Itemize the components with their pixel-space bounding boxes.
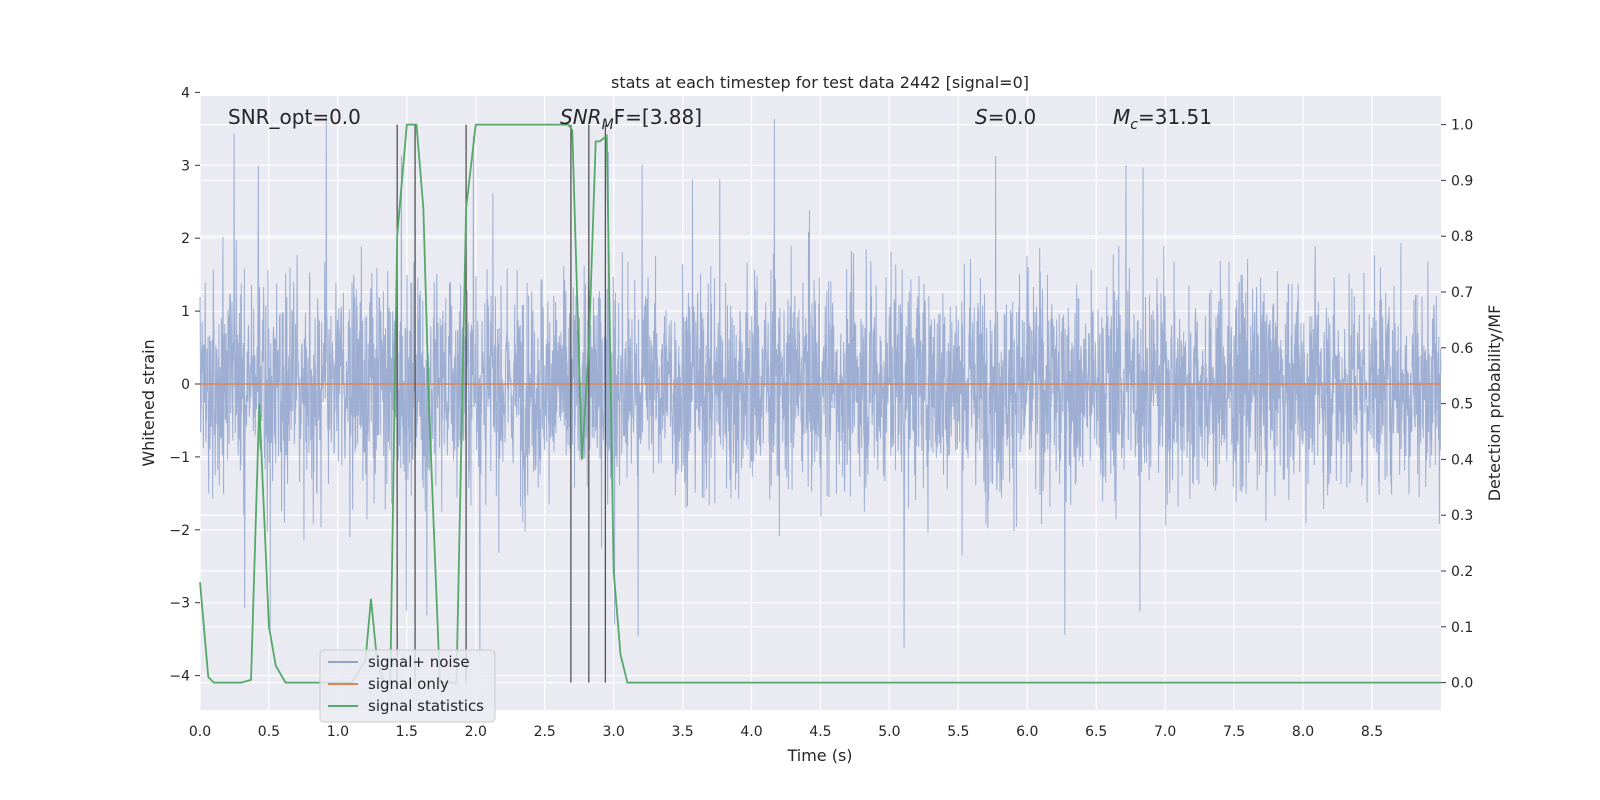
x-tick-label: 7.5 [1223, 724, 1245, 740]
legend-box [319, 649, 496, 723]
y2-tick-label: 0.7 [1451, 285, 1473, 301]
y2-tick-label: 1.0 [1451, 118, 1473, 134]
y-tick-label: 2 [181, 231, 190, 247]
x-tick-label: 4.5 [809, 724, 831, 740]
y2-tick-label: 0.0 [1451, 676, 1473, 692]
legend-label-signal-statistics: signal statistics [368, 697, 484, 715]
x-tick-label: 4.0 [740, 724, 762, 740]
y-tick-label: 3 [181, 158, 190, 174]
x-tick-label: 3.5 [671, 724, 693, 740]
x-tick-label: 5.5 [947, 724, 969, 740]
annotation-snr-mf-sub: M [602, 117, 614, 133]
y2-tick-label: 0.2 [1451, 564, 1473, 580]
y-axis-label: Whitened strain [139, 339, 158, 466]
chart-title: stats at each timestep for test data 244… [611, 73, 1029, 92]
y2-tick-label: 0.3 [1451, 508, 1473, 524]
x-tick-label: 6.0 [1016, 724, 1038, 740]
x-tick-label: 0.5 [258, 724, 280, 740]
x-tick-label: 6.5 [1085, 724, 1107, 740]
annotation-mc-rest: =31.51 [1138, 105, 1212, 129]
x-tick-label: 3.0 [603, 724, 625, 740]
signal-statistics-line [199, 123, 1441, 684]
x-tick-label: 5.0 [878, 724, 900, 740]
y2-tick-label: 0.4 [1451, 452, 1473, 468]
annotation-mc-sub: c [1130, 117, 1138, 133]
y-tick-label: 0 [181, 377, 190, 393]
x-tick-label: 0.0 [189, 724, 211, 740]
y-tick-label: 4 [181, 85, 190, 101]
annotation-snr-mf-rest: F=[3.88] [614, 105, 702, 129]
annotation-snr-mf: SNRMF=[3.88] [560, 105, 702, 133]
ticks: 0.0 0.5 1.0 1.5 2.0 2.5 3.0 3.5 4.0 4.5 5.0 5.5 6.0 6… [169, 85, 1473, 740]
annotation-snr-mf-main: SNR [560, 105, 602, 129]
x-tick-label: 7.0 [1154, 724, 1176, 740]
y2-tick-label: 0.6 [1451, 341, 1473, 357]
annotation-s-main: S [975, 105, 988, 129]
y2-tick-label: 0.1 [1451, 620, 1473, 636]
y2-tick-label: 0.5 [1451, 397, 1473, 413]
y-tick-label: 1 [181, 304, 190, 320]
y-tick-label: −2 [169, 523, 190, 539]
x-tick-label: 1.0 [327, 724, 349, 740]
x-axis-label: Time (s) [786, 746, 852, 765]
series-signal-plus-noise [199, 115, 1442, 653]
y2-tick-label: 0.9 [1451, 173, 1473, 189]
annotation-mc: Mc=31.51 [1113, 105, 1212, 133]
annotation-s: S=0.0 [975, 105, 1036, 129]
x-tick-label: 1.5 [396, 724, 418, 740]
x-tick-label: 8.0 [1292, 724, 1314, 740]
annotation-s-rest: =0.0 [988, 105, 1037, 129]
x-tick-label: 8.5 [1361, 724, 1383, 740]
legend: signal+ noise signal only signal statist… [319, 649, 496, 723]
y-tick-label: −3 [169, 596, 190, 612]
y-tick-label: −1 [169, 450, 190, 466]
x-tick-label: 2.0 [465, 724, 487, 740]
y2-tick-label: 0.8 [1451, 229, 1473, 245]
annotation-snr-opt: SNR_opt=0.0 [228, 105, 361, 129]
y2-axis-label: Detection probability/MF [1485, 305, 1504, 502]
annotation-mc-main: M [1113, 105, 1130, 129]
legend-label-signal-only: signal only [368, 675, 449, 693]
legend-label-signal-plus-noise: signal+ noise [368, 653, 470, 671]
series-signal-statistics [199, 123, 1441, 684]
y-tick-label: −4 [169, 669, 190, 685]
x-tick-label: 2.5 [534, 724, 556, 740]
signal-plus-noise-line [199, 115, 1442, 653]
